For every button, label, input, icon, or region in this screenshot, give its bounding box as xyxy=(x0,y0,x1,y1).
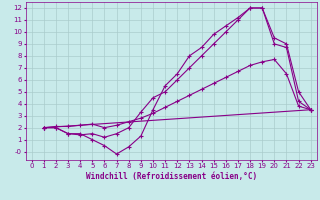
X-axis label: Windchill (Refroidissement éolien,°C): Windchill (Refroidissement éolien,°C) xyxy=(86,172,257,181)
